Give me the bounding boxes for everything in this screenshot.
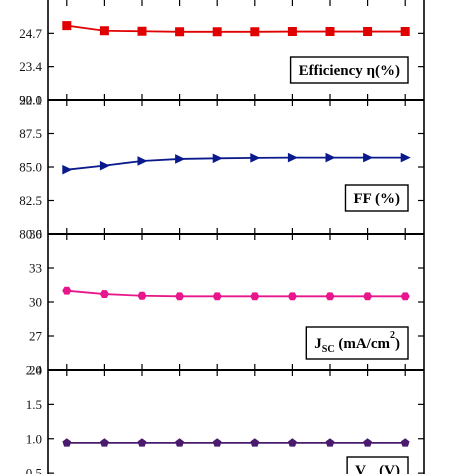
- panel-1: 22.1 23.4 24.7 Efficiency η(%): [19, 0, 425, 108]
- svg-text:Efficiency η(%): Efficiency η(%): [299, 63, 400, 79]
- data-point: [175, 292, 185, 301]
- y-tick-label: 23.4: [19, 59, 42, 74]
- y-tick-label: 1.0: [26, 431, 42, 446]
- panel-3: 24 27 30 33 36 JSC (mA/cm2): [29, 227, 425, 378]
- data-point: [212, 438, 222, 447]
- data-point: [137, 438, 147, 447]
- data-point: [212, 27, 222, 37]
- panel-label: Efficiency η(%): [289, 56, 409, 84]
- svg-text:JSC (mA/cm2): JSC (mA/cm2): [314, 330, 400, 355]
- y-tick-label: 36: [29, 227, 43, 242]
- data-point: [99, 160, 110, 171]
- y-tick-label: 80.0: [19, 227, 42, 242]
- data-point: [400, 27, 410, 37]
- y-tick-label: 1.5: [26, 397, 42, 412]
- data-point: [325, 27, 335, 37]
- panel-label: JSC (mA/cm2): [305, 326, 409, 360]
- data-point: [400, 292, 410, 301]
- data-point: [212, 153, 223, 164]
- data-point: [99, 26, 109, 36]
- data-point: [100, 438, 109, 447]
- data-point: [250, 153, 261, 163]
- y-tick-label: 33: [29, 261, 42, 276]
- svg-text:FF (%): FF (%): [353, 191, 400, 207]
- data-point: [175, 438, 184, 447]
- data-point: [363, 438, 372, 447]
- y-tick-label: 27: [29, 329, 43, 344]
- data-point: [363, 27, 373, 37]
- data-point: [287, 152, 298, 163]
- data-point: [363, 292, 373, 301]
- panel-4: 0.5 1.0 1.5 2.0 Voc (V): [26, 363, 425, 474]
- data-point: [250, 292, 260, 301]
- y-tick-label: 22.1: [19, 93, 42, 108]
- panel-label: FF (%): [344, 184, 409, 212]
- data-point: [137, 26, 147, 36]
- y-tick-label: 24.7: [19, 26, 42, 41]
- data-point: [325, 152, 336, 163]
- series-line: [66, 289, 406, 298]
- y-tick-label: 90.0: [19, 93, 42, 108]
- data-point: [250, 27, 260, 37]
- y-tick-label: 24: [29, 363, 43, 378]
- data-point: [137, 156, 148, 166]
- y-tick-label: 2.0: [26, 363, 42, 378]
- panel-label: Voc (V): [346, 456, 409, 474]
- data-point: [325, 438, 335, 447]
- data-point: [250, 438, 260, 447]
- data-point: [62, 438, 72, 447]
- data-point: [175, 154, 186, 164]
- data-point: [62, 286, 72, 295]
- data-point: [175, 27, 185, 37]
- data-point: [62, 21, 72, 31]
- data-point: [288, 438, 297, 447]
- series-line: [66, 24, 406, 33]
- data-point: [287, 292, 297, 301]
- data-point: [363, 152, 374, 163]
- y-tick-label: 0.5: [26, 466, 42, 474]
- data-point: [400, 438, 410, 447]
- y-tick-label: 30: [29, 295, 42, 310]
- data-point: [287, 27, 297, 37]
- y-tick-label: 85.0: [19, 160, 42, 175]
- y-tick-label: 87.5: [19, 126, 42, 141]
- data-point: [325, 292, 335, 301]
- svg-text:Voc (V): Voc (V): [355, 463, 400, 474]
- panel-2: 80.0 82.5 85.0 87.5 90.0 FF (%): [19, 93, 425, 242]
- data-point: [400, 152, 411, 163]
- data-point: [212, 292, 222, 301]
- data-point: [137, 291, 147, 300]
- series-line: [66, 156, 406, 171]
- y-tick-label: 82.5: [19, 193, 42, 208]
- data-point: [62, 164, 73, 175]
- data-point: [99, 290, 109, 299]
